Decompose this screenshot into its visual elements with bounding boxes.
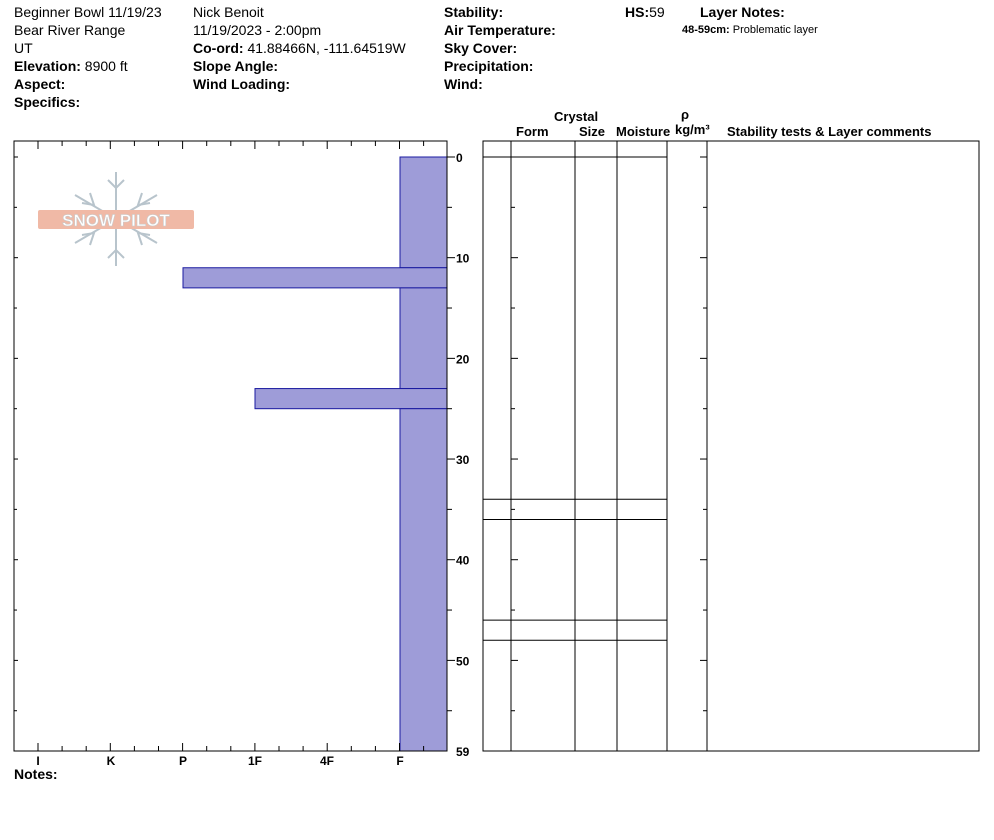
hardness-bar-layer-5 [399,408,448,752]
layer-note-range: 48-59cm: [682,24,730,36]
size-header: Size [579,124,606,139]
location-name: Beginner Bowl 11/19/23 [14,4,162,20]
coord-value: 41.88466N, -111.64519W [247,40,406,56]
crystal-header: Crystal [554,109,599,124]
slope-angle-label: Slope Angle: [193,58,279,74]
state-name: UT [14,40,33,56]
x-label-F: F [396,754,403,768]
notes-label: Notes: [14,766,58,782]
x-label-I: I [36,754,39,768]
wind-loading-label: Wind Loading: [193,76,291,92]
coord-label: Co-ord: [193,40,244,56]
table-frame [482,140,980,752]
comments-header: Stability tests & Layer comments [727,124,932,139]
wind-label: Wind: [444,76,483,92]
hardness-frame [13,140,448,752]
y-label-20: 20 [456,352,470,366]
density-unit: kg/m³ [675,122,710,137]
snowpilot-logo: SNOW PILOT [38,172,194,266]
moisture-header: Moisture [616,124,671,139]
x-label-K: K [107,754,116,768]
sky-cover-label: Sky Cover: [444,40,518,56]
density-symbol: ρ [681,107,690,122]
logo-text: SNOW PILOT [62,211,170,230]
y-label-40: 40 [456,554,470,568]
observer-name: Nick Benoit [193,4,264,20]
elevation-row: Elevation: 8900 ft [14,58,128,74]
hardness-bar-layer-3 [399,287,448,390]
y-label-50: 50 [456,654,470,668]
x-label-4F: 4F [320,754,334,768]
precipitation-label: Precipitation: [444,58,534,74]
range-name: Bear River Range [14,22,126,38]
layer-note: 48-59cm: Problematic layer [682,24,818,37]
observation-datetime: 11/19/2023 - 2:00pm [193,22,322,38]
hardness-bar-layer-1 [399,156,448,269]
y-label-10: 10 [456,252,470,266]
layer-note-text: Problematic layer [732,24,818,36]
stability-label: Stability: [444,4,504,20]
y-label-30: 30 [456,453,470,467]
specifics-label: Specifics: [14,94,81,110]
y-label-59: 59 [456,745,470,759]
hs-label: HS: [625,4,650,20]
x-label-1F: 1F [248,754,262,768]
air-temperature-label: Air Temperature: [444,22,556,38]
aspect-label: Aspect: [14,76,66,92]
elevation-value: 8900 ft [84,58,128,74]
form-header: Form [516,124,549,139]
y-label-0: 0 [456,151,463,165]
elevation-label: Elevation: [14,58,81,74]
coord-row: Co-ord: 41.88466N, -111.64519W [193,40,406,56]
hs-value: 59 [649,4,665,20]
x-label-P: P [179,754,187,768]
layer-notes-label: Layer Notes: [700,4,785,20]
hs-row: HS:59 [625,4,665,20]
hardness-bar-layer-4 [254,388,448,410]
hardness-bar-layer-2 [182,267,448,289]
